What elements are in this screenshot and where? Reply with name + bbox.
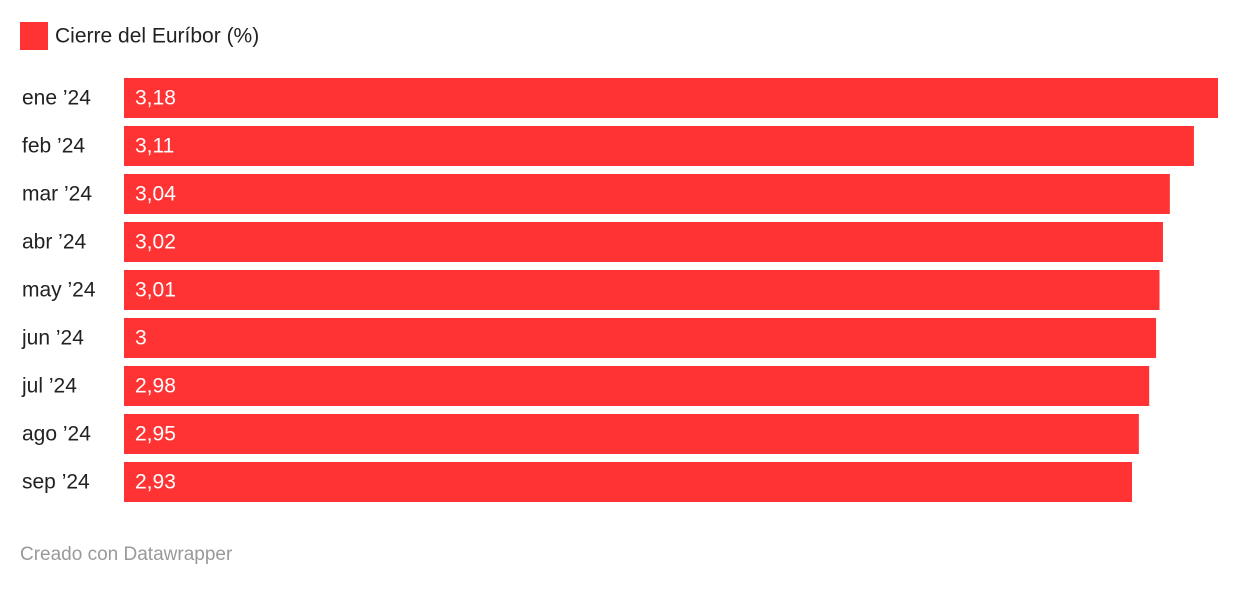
bar [124, 318, 1157, 358]
legend-label: Cierre del Euríbor (%) [55, 25, 259, 48]
value-label: 3,18 [135, 87, 176, 110]
category-label: feb ’24 [22, 135, 85, 158]
value-label: 3,04 [135, 183, 176, 206]
category-label: abr ’24 [22, 231, 87, 254]
value-label: 3,02 [135, 231, 176, 254]
bar [124, 270, 1160, 310]
bar [124, 174, 1170, 214]
value-label: 2,98 [135, 375, 176, 398]
bar [124, 462, 1132, 502]
bar [124, 366, 1150, 406]
bar [124, 222, 1163, 262]
category-label: ene ’24 [22, 87, 91, 110]
value-label: 2,95 [135, 423, 176, 446]
category-label: jul ’24 [21, 375, 77, 398]
category-label: sep ’24 [22, 471, 90, 494]
bar [124, 78, 1218, 118]
bar [124, 414, 1139, 454]
category-label: may ’24 [22, 279, 96, 302]
value-label: 3 [135, 327, 147, 350]
bar [124, 126, 1194, 166]
category-label: mar ’24 [22, 183, 92, 206]
value-label: 2,93 [135, 471, 176, 494]
legend-swatch [20, 22, 48, 50]
value-label: 3,11 [135, 135, 174, 158]
category-label: ago ’24 [22, 423, 91, 446]
value-label: 3,01 [135, 279, 176, 302]
footer: Creado con Datawrapper [20, 544, 233, 565]
category-label: jun ’24 [21, 327, 84, 350]
